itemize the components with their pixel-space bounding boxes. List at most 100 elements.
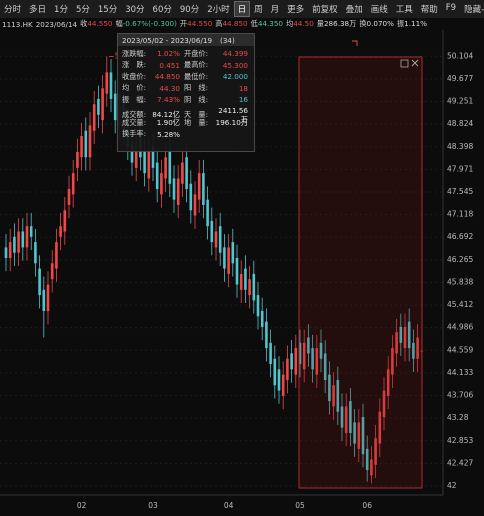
candle-body: [231, 242, 235, 264]
candle-body: [97, 98, 100, 115]
candle-body: [218, 226, 222, 253]
selection-box[interactable]: [298, 56, 423, 489]
tooltip-row: 换手率: 5.28%: [122, 129, 250, 141]
y-tick-label: 48.824: [447, 119, 473, 128]
tooltip-row: 均 价: 44.30 阳 线: 18: [122, 83, 250, 95]
candle-body: [63, 210, 67, 232]
close-icon[interactable]: [411, 59, 419, 67]
toolbar-button[interactable]: 更多: [287, 5, 305, 15]
candle-body: [197, 173, 201, 200]
toolbar-button[interactable]: 周: [254, 5, 263, 15]
candle-body: [29, 226, 33, 237]
toolbar-button[interactable]: 90分: [179, 5, 200, 15]
y-tick-label: 46.692: [447, 232, 473, 241]
marker: [352, 40, 358, 46]
toolbar-button[interactable]: 画线: [370, 5, 388, 15]
candle-body: [235, 257, 239, 285]
candle-body: [244, 268, 247, 290]
toolbar-button[interactable]: 月: [270, 5, 280, 15]
candle-body: [328, 374, 331, 402]
toolbar-button[interactable]: 前复权: [312, 5, 338, 15]
quote-value: 0.070%: [366, 19, 394, 28]
candle-body: [416, 337, 419, 359]
candle-body: [269, 342, 272, 365]
candle-body: [223, 247, 226, 269]
toolbar-button[interactable]: 1分: [54, 5, 68, 15]
toolbar-button[interactable]: 多日: [29, 5, 47, 15]
quote-label: 高: [215, 19, 223, 28]
candle-body: [239, 273, 243, 290]
candle-body: [336, 379, 340, 412]
maximize-icon[interactable]: [400, 59, 409, 68]
toolbar-button[interactable]: 2小时: [207, 5, 230, 15]
candle-body: [357, 422, 361, 449]
quote-item: 量286.38万: [317, 19, 357, 29]
candle-body: [210, 220, 214, 243]
y-tick-label: 49.251: [447, 97, 473, 106]
tooltip-row: 成交额: 84.12亿天 量: 2411.56万: [122, 106, 250, 124]
tooltip-value: 45.300: [222, 60, 248, 70]
quote-value: 44.350: [257, 19, 283, 28]
quote-item: 振1.11%: [397, 19, 427, 29]
toolbar-button[interactable]: 30分: [125, 5, 145, 15]
quote-item: 换0.070%: [359, 19, 394, 29]
quote-value: 44.850: [222, 19, 248, 28]
quote-value: 44.50: [293, 19, 314, 28]
candle-body: [164, 157, 167, 179]
y-tick-label: 44.559: [447, 345, 473, 354]
candle-body: [34, 242, 37, 264]
toolbar-button[interactable]: 帮助: [420, 5, 438, 15]
candle-body: [340, 406, 344, 428]
tooltip-label: 阳 线:: [184, 83, 208, 93]
candle-body: [181, 162, 184, 184]
tooltip-value: 0.451: [159, 60, 180, 70]
tooltip-value: 44.399: [222, 49, 248, 59]
candle-body: [4, 247, 8, 258]
y-tick-label: 42.427: [447, 458, 473, 467]
y-tick-label: 47.971: [447, 164, 473, 173]
toolbar-button[interactable]: 15分: [97, 5, 118, 15]
quote-item: 开44.550: [180, 19, 212, 29]
candle-body: [361, 417, 365, 455]
tooltip-value: 16: [238, 95, 248, 105]
quote-label: 低: [250, 19, 258, 28]
toolbar-button[interactable]: 工具: [395, 5, 413, 15]
candle-body: [189, 183, 193, 211]
tooltip-value: 7.43%: [157, 95, 180, 105]
quote-value: 1.11%: [404, 19, 427, 28]
tooltip-label: 涨跌幅:: [122, 48, 146, 58]
toolbar-button[interactable]: 日: [233, 1, 251, 17]
quote-value: -0.67%(-0.300): [122, 19, 177, 28]
quote-label: 收: [80, 19, 88, 28]
candle-body: [370, 459, 373, 476]
candle-body: [382, 390, 386, 418]
toolbar-left: 分时 多日 1分 5分 15分 30分 60分 90分 2小时日周月更多: [0, 1, 308, 17]
y-tick-label: 47.118: [447, 210, 473, 219]
toolbar-button[interactable]: F9: [445, 3, 457, 13]
toolbar-button[interactable]: 分时: [4, 5, 22, 15]
tooltip-label: 阴 线:: [184, 94, 208, 104]
quote-value: 44.550: [187, 19, 213, 28]
toolbar-button[interactable]: 隐藏->: [464, 5, 484, 15]
toolbar-button[interactable]: 60分: [152, 5, 172, 15]
y-tick-label: 45.412: [447, 300, 473, 309]
candle-body: [113, 93, 117, 121]
candle-body: [185, 157, 188, 190]
candle-body: [134, 141, 138, 168]
tooltip-value: 84.12亿: [152, 110, 180, 119]
candle-body: [214, 231, 218, 248]
candle-body: [155, 162, 159, 190]
quote-label: 振: [396, 19, 405, 28]
toolbar: 分时 多日 1分 5分 15分 30分 60分 90分 2小时日周月更多 前复权 叠加 画线 工具 帮助 F…: [0, 0, 484, 18]
toolbar-button[interactable]: 5分: [75, 5, 90, 15]
toolbar-button[interactable]: 叠加: [345, 5, 363, 15]
candle-body: [391, 348, 394, 375]
tooltip-value: 2411.56万: [218, 105, 248, 124]
y-tick-label: 48.398: [447, 142, 473, 151]
candle-body: [101, 88, 104, 121]
candle-body: [332, 385, 335, 407]
tooltip-value: 5.28%: [157, 129, 180, 139]
tooltip-label: 成交量:: [122, 117, 146, 127]
tooltip-label: 收盘价:: [122, 71, 146, 81]
